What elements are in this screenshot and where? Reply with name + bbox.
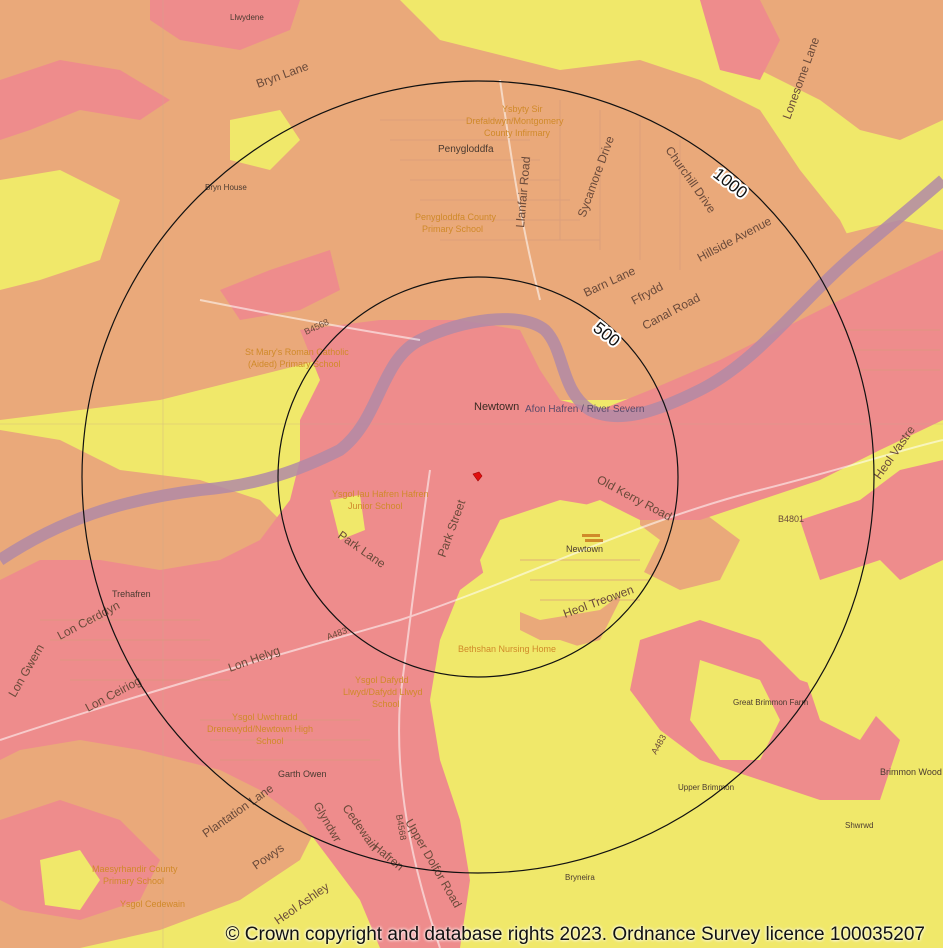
building-pattern [40,100,940,761]
label-b4568-south: B4568 [394,814,408,841]
label-afon-hafren: Afon Hafren / River Severn [525,404,645,415]
label-ysgol-cedewain: Ysgol Cedewain [120,899,185,909]
label-pcps-2: Primary School [422,224,483,234]
ring-500m [277,276,679,678]
location-marker-icon[interactable] [472,471,483,482]
label-garth-owen: Garth Owen [278,769,327,779]
label-llwydene: Llwydene [230,13,264,22]
label-ysgol-iau-2: Junior School [348,501,403,511]
label-bryneira: Bryneira [565,873,595,882]
label-brimmon-wood: Brimmon Wood [880,767,942,777]
label-ysgol-dafydd-2: Llwyd/Dafydd Llwyd [343,687,423,697]
label-maesyrhandir-2: Primary School [103,876,164,886]
label-ysgol-uwchradd-3: School [256,736,284,746]
label-ysbyty-3: County Infirmary [484,128,551,138]
label-ysbyty-1: Ysbyty Sir [502,104,543,114]
label-ysgol-dafydd-3: School [372,699,400,709]
label-ysgol-dafydd-1: Ysgol Dafydd [355,675,409,685]
label-ysgol-iau-1: Ysgol Iau Hafren Hafren [332,489,429,499]
label-llanfair-road: Llanfair Road [513,156,533,228]
label-stmarys-2: (Aided) Primary School [248,359,341,369]
label-shwrwd: Shwrwd [845,821,873,830]
road-network [0,79,943,948]
label-ysgol-uwchradd-2: Drenewydd/Newtown High [207,724,313,734]
label-newtown-station: Newtown [566,544,603,554]
label-bryn-house: Bryn House [205,183,247,192]
label-ysbyty-2: Drefaldwyn/Montgomery [466,116,564,126]
yellow-zone-layer [0,110,920,920]
label-upper-brimmon: Upper Brimmon [678,783,734,792]
ring-1000m [81,80,875,874]
station-icon [582,534,603,542]
label-stmarys-1: St Mary's Roman Catholic [245,347,349,357]
label-trehafren: Trehafren [112,589,151,599]
label-b4801: B4801 [778,514,804,524]
label-great-brimmon: Great Brimmon Farm [733,698,808,707]
label-newtown: Newtown [474,401,519,413]
label-pcps-1: Penygloddfa County [415,212,497,222]
label-bethshan: Bethshan Nursing Home [458,644,556,654]
label-penygloddfa: Penygloddfa [438,144,494,155]
label-maesyrhandir-1: Maesyrhandir County [92,864,178,874]
copyright-notice: © Crown copyright and database rights 20… [225,924,926,945]
river-severn [0,175,943,565]
label-ysgol-uwchradd-1: Ysgol Uwchradd [232,712,298,722]
